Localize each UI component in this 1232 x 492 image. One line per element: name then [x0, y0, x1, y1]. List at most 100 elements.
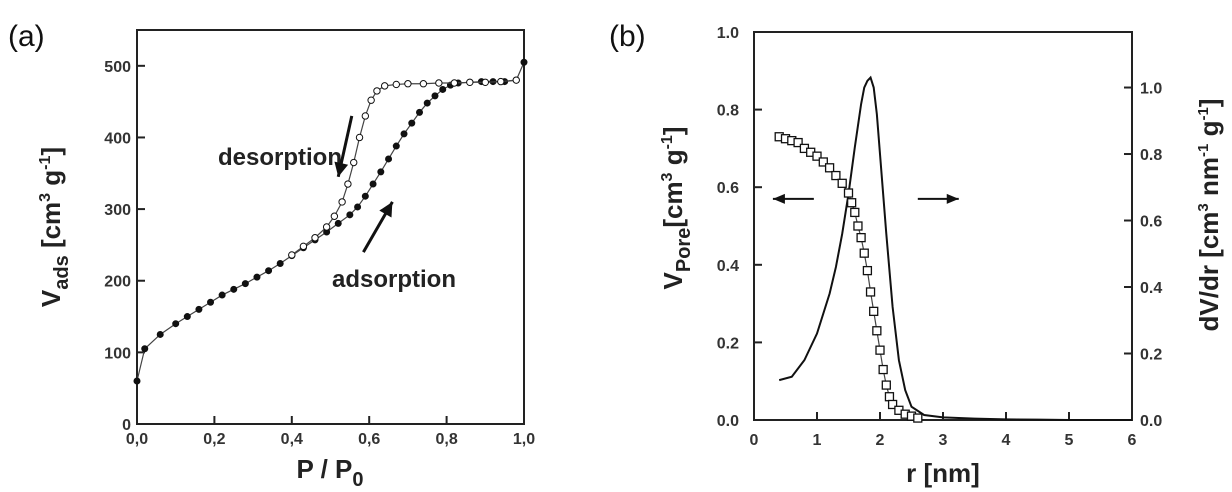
panel-b-y2-axis-title: dV/dr [cm3 nm-1 g-1]: [1194, 99, 1224, 332]
adsorption-point: [207, 298, 215, 306]
desorption-point: [481, 78, 489, 86]
panel-b-ticks: 0 1 2 3 4 5 60.00.20.40.60.81.00.00.20.40.60.8…: [717, 25, 1163, 449]
desorption-point: [299, 242, 308, 251]
adsorption-label: adsorption: [332, 266, 456, 293]
panel-b-chart: (b) 0 1 2 3 4 5 60.00.20.40.60.81.00.00.20.40.…: [609, 20, 1224, 488]
pore-volume-point: [853, 221, 863, 231]
adsorption-point: [276, 260, 284, 268]
panel-a-series: [133, 58, 528, 385]
panel-a-y-axis-title-g: g: [36, 170, 66, 193]
adsorption-point: [361, 192, 369, 200]
panel-b-series: [772, 75, 1132, 423]
adsorption-point: [385, 155, 393, 163]
y-tick-label: 0: [122, 417, 131, 434]
desorption-point: [380, 82, 389, 90]
desorption-label: desorption: [218, 144, 342, 171]
desorption-point: [350, 158, 358, 167]
panel-b-y-axis-title-g: g: [658, 149, 688, 172]
y-tick-label: 300: [104, 202, 131, 219]
adsorption-point: [369, 180, 377, 188]
axis-direction-arrow-head: [946, 193, 959, 204]
adsorption-point: [230, 285, 238, 293]
y-tick-label: 0.0: [717, 413, 739, 430]
panel-b-y2-axis-title-main: dV/dr [cm: [1194, 212, 1224, 332]
pore-volume-point: [913, 413, 923, 423]
y-tick-label: 1.0: [717, 25, 739, 42]
desorption-point: [450, 79, 459, 87]
panel-a-ticks: 0,0 0,2 0,4 0,6 0,8 1,0 0 100 200 300 400 500: [104, 59, 535, 448]
pore-volume-point: [884, 392, 895, 402]
pore-volume-point: [793, 137, 803, 148]
pore-volume-point: [887, 399, 898, 410]
panel-b-y2-axis-title-supm1a: -1: [1195, 144, 1212, 157]
desorption-point: [344, 180, 352, 188]
panel-a-x-axis-title: P / P0: [296, 454, 363, 491]
panel-b-y-axis-title-v: V: [658, 271, 688, 289]
panel-a-x-axis-title-main: P / P: [296, 454, 352, 484]
desorption-point: [367, 96, 375, 104]
pore-volume-line: [779, 136, 918, 419]
panel-a-y-axis-title: Vads [cm3 g-1]: [36, 147, 73, 307]
panel-b-y-axis-title-close: ]: [658, 127, 688, 136]
y-tick-label: 0.6: [717, 180, 739, 197]
panel-a-annotations: desorption adsorption: [218, 115, 456, 293]
desorption-point: [435, 79, 443, 87]
y2-tick-label: 0.8: [1140, 147, 1162, 164]
desorption-point: [466, 78, 474, 86]
pore-volume-point: [859, 248, 869, 258]
x-tick-label: 4: [1002, 432, 1011, 449]
panel-b-y2-axis-title-g: g: [1194, 121, 1224, 144]
adsorption-point: [218, 291, 226, 299]
y2-tick-label: 1.0: [1140, 81, 1162, 98]
desorption-point: [497, 77, 505, 86]
pore-size-distribution-line: [778, 75, 1132, 421]
pore-volume-point: [837, 178, 847, 188]
desorption-point: [338, 198, 346, 206]
adsorption-point: [408, 119, 416, 127]
pore-volume-point: [875, 345, 885, 355]
adsorption-point: [195, 305, 203, 313]
adsorption-point: [400, 130, 408, 138]
adsorption-point: [172, 320, 180, 328]
x-tick-label: 0: [750, 432, 759, 449]
y-tick-label: 0.8: [717, 103, 739, 120]
x-tick-label: 5: [1065, 432, 1074, 449]
pore-volume-point: [872, 326, 882, 336]
adsorption-point: [377, 168, 385, 176]
x-tick-label: 0,2: [203, 431, 225, 448]
panel-a-chart: (a) 0,0 0,2 0,4 0,6 0,8 1,0 0 100 200 300 400 500 d…: [8, 20, 535, 491]
y2-tick-label: 0.0: [1140, 413, 1162, 430]
desorption-point: [322, 223, 331, 231]
y2-tick-label: 0.2: [1140, 347, 1162, 364]
panel-b-y-axis-title-sup3: 3: [659, 172, 676, 181]
adsorption-point: [183, 313, 191, 321]
panel-b-plot-frame: [753, 31, 1133, 421]
panel-b-y-axis-title-supm1: -1: [659, 135, 676, 149]
panel-b-y2-axis-title-sup3: 3: [1195, 203, 1212, 211]
adsorption-point: [253, 273, 261, 281]
pore-volume-point: [865, 287, 876, 297]
desorption-point: [311, 234, 319, 242]
desorption-point: [419, 80, 428, 88]
pore-volume-point: [862, 265, 873, 276]
y2-tick-label: 0.6: [1140, 214, 1162, 231]
adsorption-point: [265, 267, 273, 275]
y-tick-label: 500: [104, 59, 131, 76]
desorption-point: [392, 80, 400, 89]
adsorption-point: [354, 203, 362, 211]
pore-volume-point: [881, 380, 891, 390]
adsorption-point: [156, 330, 164, 338]
panel-a-y-axis-title-vsub: ads: [51, 255, 73, 289]
adsorption-point: [346, 211, 354, 219]
panel-b-x-axis-title: r [nm]: [906, 458, 980, 488]
y2-tick-label: 0.4: [1140, 280, 1162, 297]
pore-volume-point: [850, 207, 860, 218]
pore-volume-point: [878, 364, 888, 375]
axis-direction-arrow-head: [772, 193, 785, 204]
desorption-point: [355, 133, 364, 142]
pore-volume-point: [869, 306, 879, 317]
pore-volume-point: [818, 157, 828, 167]
desorption-point: [404, 80, 412, 88]
panel-b-y-axis-title: VPore[cm3 g-1]: [658, 127, 695, 290]
